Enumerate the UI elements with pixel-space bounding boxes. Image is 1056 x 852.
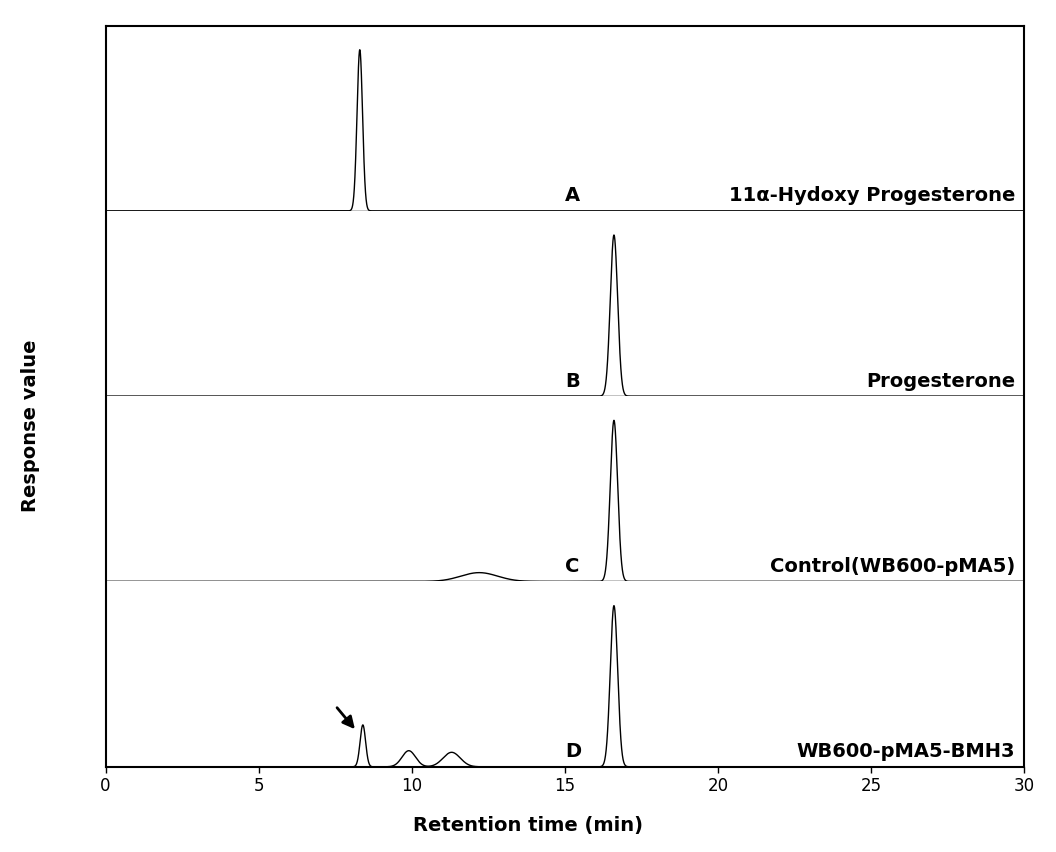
Text: D: D: [565, 742, 581, 761]
Text: Progesterone: Progesterone: [866, 371, 1015, 390]
Text: WB600-pMA5-BMH3: WB600-pMA5-BMH3: [796, 742, 1015, 761]
Text: B: B: [565, 371, 580, 390]
Text: A: A: [565, 187, 580, 205]
Text: Response value: Response value: [21, 340, 40, 512]
Text: C: C: [565, 557, 580, 576]
Text: Retention time (min): Retention time (min): [413, 816, 643, 835]
Text: 11α-Hydoxy Progesterone: 11α-Hydoxy Progesterone: [729, 187, 1015, 205]
Text: Control(WB600-pMA5): Control(WB600-pMA5): [770, 557, 1015, 576]
